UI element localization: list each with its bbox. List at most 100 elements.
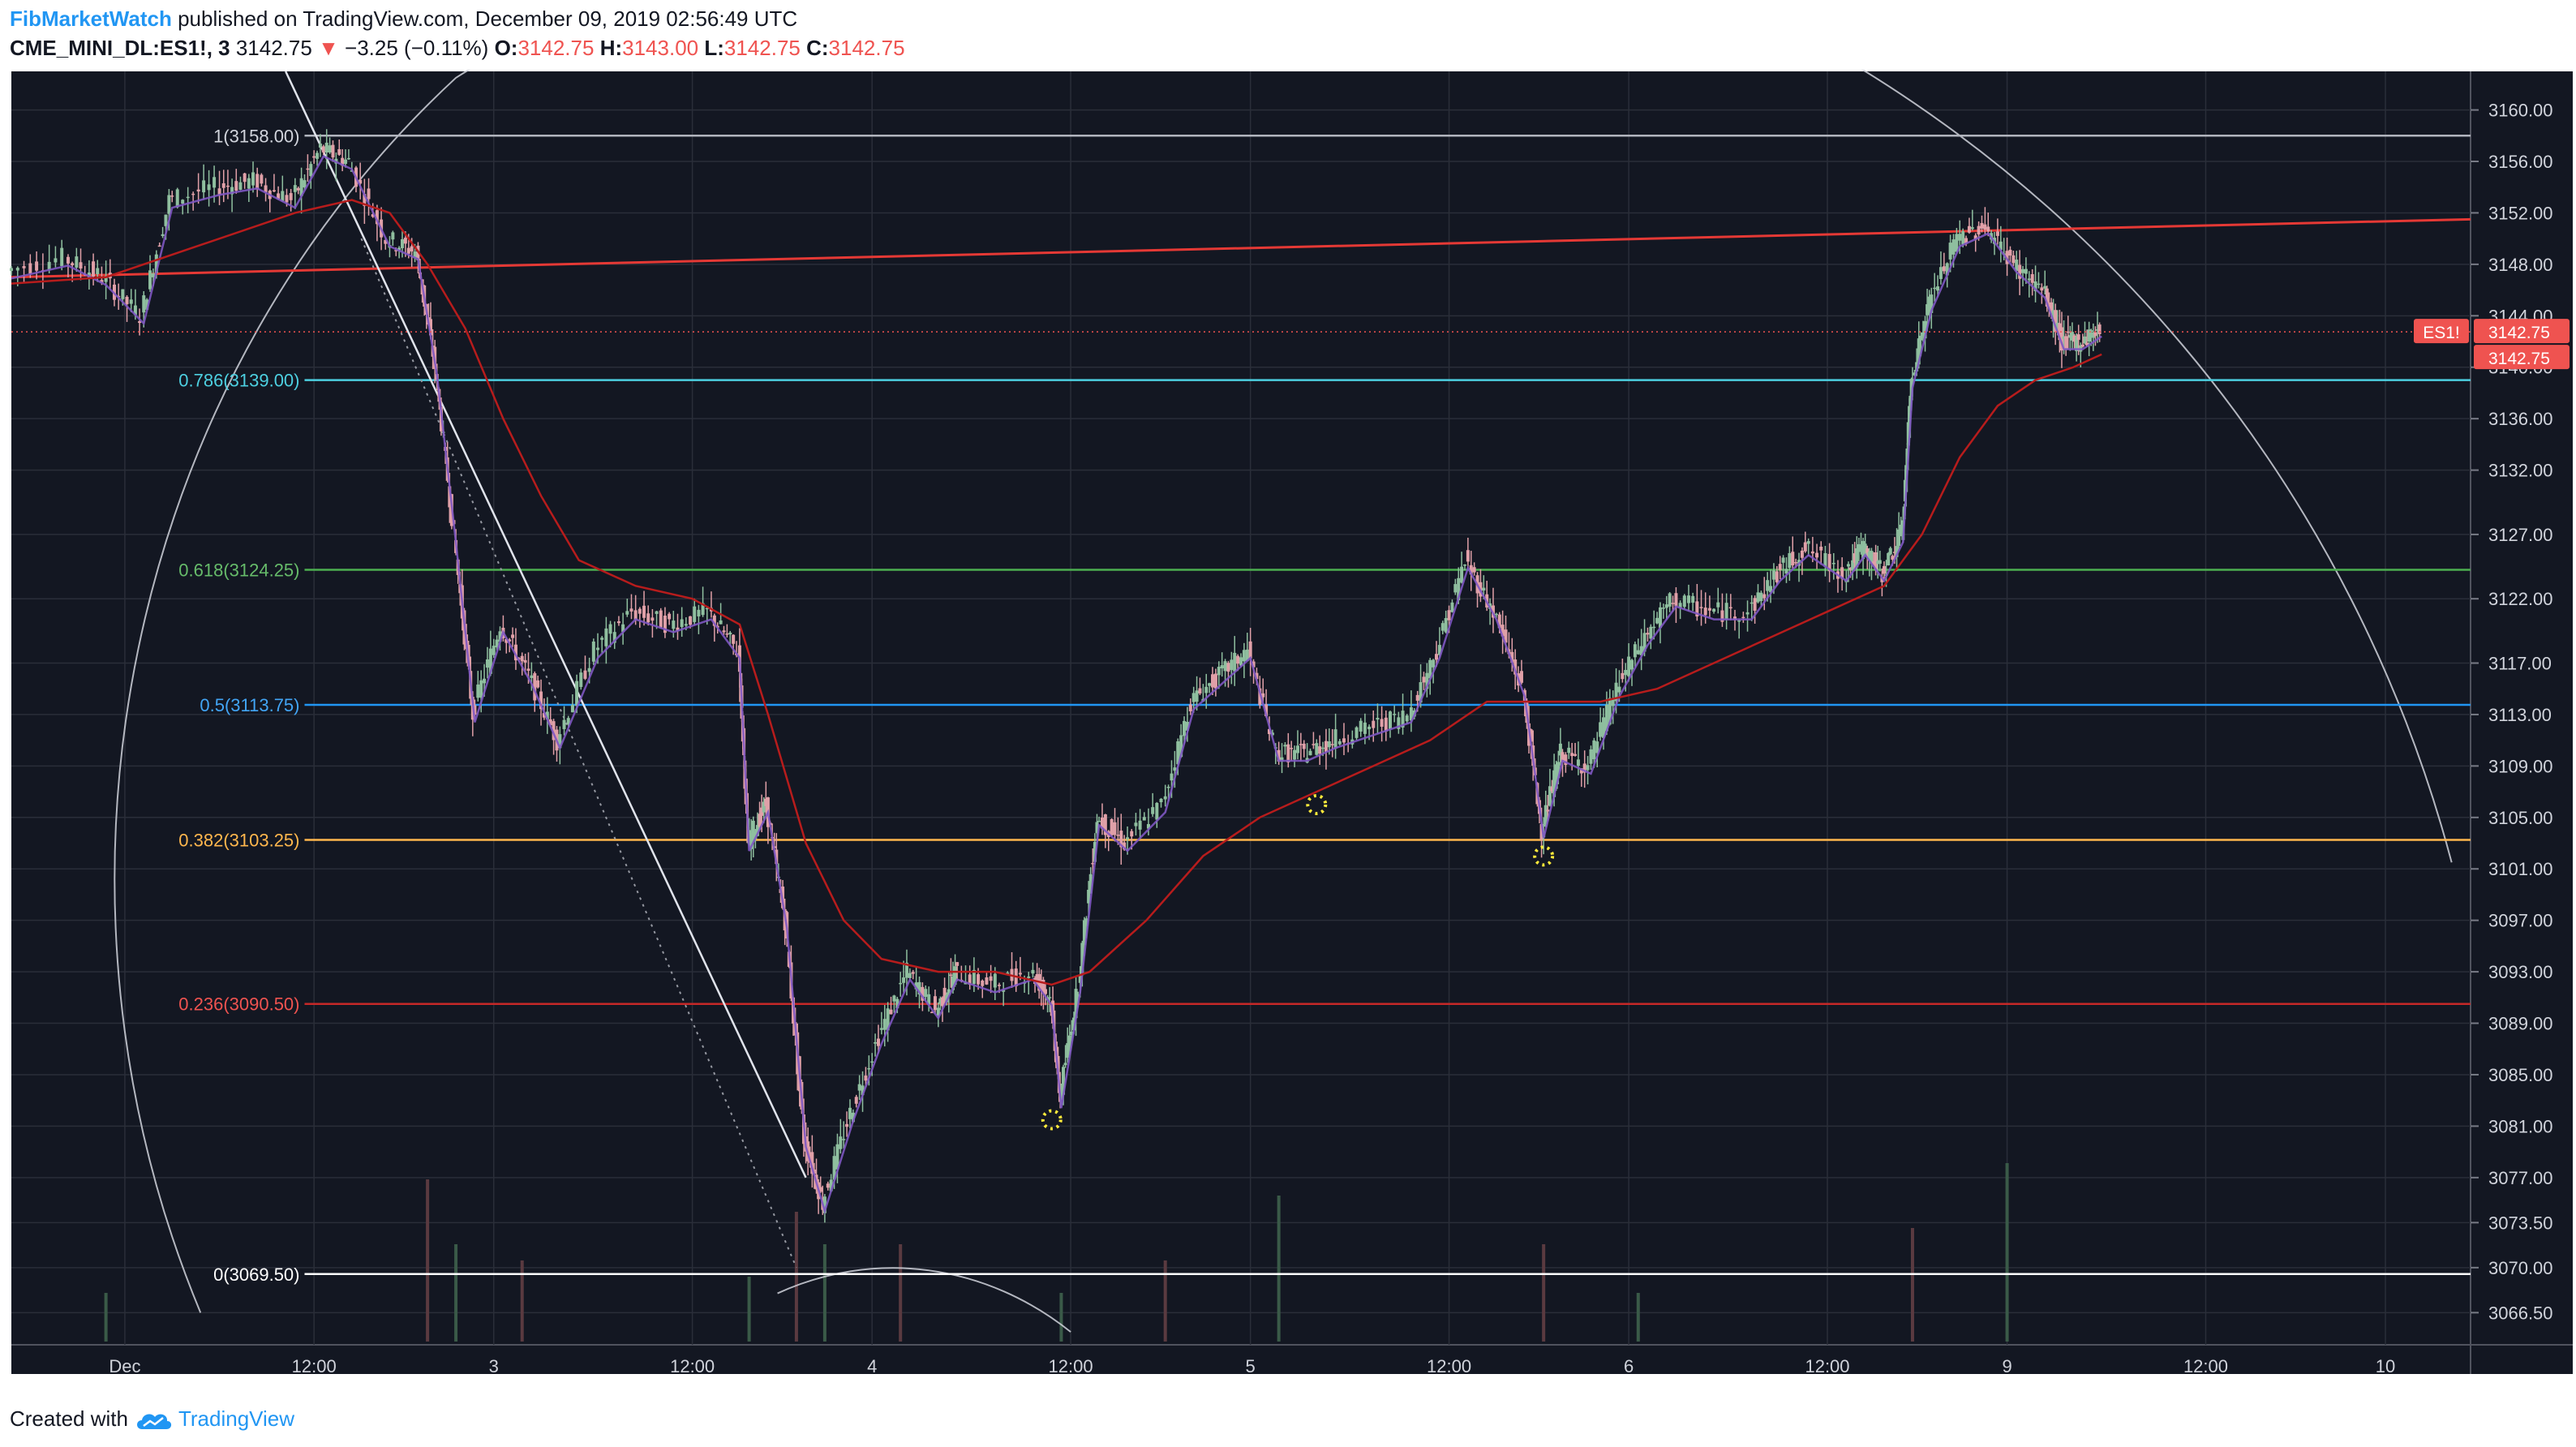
candle-body (1810, 551, 1814, 554)
candle-body (566, 718, 570, 725)
candle-body (1753, 598, 1757, 611)
candle-body (1088, 874, 1093, 894)
candle-body (1372, 720, 1376, 728)
candle-body (1166, 787, 1170, 788)
candle-body (1815, 552, 1819, 558)
candle-body (826, 1183, 830, 1188)
volume-bar (1163, 1260, 1167, 1342)
candle-body (972, 969, 976, 985)
candle-body (1252, 661, 1256, 668)
candle-body (1699, 607, 1703, 608)
candle-body (2051, 310, 2055, 322)
candle-body (1888, 547, 1892, 555)
candle-body (1191, 693, 1196, 702)
candle-body (299, 178, 303, 196)
candle-body (1567, 747, 1571, 754)
candle-body (1865, 548, 1870, 553)
candle-body (1608, 698, 1612, 725)
candle-body (629, 608, 633, 612)
candle-body (1286, 744, 1290, 762)
trend-line (11, 217, 2471, 279)
author-link[interactable]: FibMarketWatch (10, 6, 172, 31)
candle-body (129, 299, 133, 304)
candle-body (28, 263, 32, 274)
close-label: C: (806, 36, 829, 60)
price-chart[interactable]: 3160.003156.003152.003148.003144.003140.… (0, 0, 2576, 1387)
candle-body (1155, 802, 1159, 820)
candle-body (133, 305, 137, 316)
candle-body (2047, 304, 2051, 308)
candle-body (1233, 652, 1237, 672)
candle-body (1119, 831, 1123, 848)
candle-body (832, 1156, 836, 1180)
candle-body (1245, 649, 1249, 662)
candle-body (650, 617, 655, 621)
candle-body (1226, 663, 1230, 672)
candle-body (511, 634, 515, 638)
candle-body (1204, 686, 1209, 693)
candle-body (1067, 1035, 1071, 1052)
candle-body (655, 611, 659, 614)
candle-body (1927, 296, 1931, 313)
candle-body (495, 639, 499, 648)
tradingview-brand-link[interactable]: TradingView (178, 1406, 295, 1431)
candle-body (1958, 234, 1962, 241)
candle-body (908, 973, 912, 978)
candle-body (1661, 608, 1665, 609)
candle-body (1497, 614, 1501, 629)
candle-body (1179, 735, 1183, 758)
candle-body (1652, 626, 1656, 629)
candle-body (1388, 711, 1392, 729)
candle-body (1621, 672, 1625, 680)
candle-body (234, 181, 238, 191)
candle-body (1682, 595, 1686, 608)
candle-body (238, 182, 243, 190)
candle-body (1999, 241, 2003, 251)
candle-body (1649, 626, 1653, 639)
candle-body (835, 1144, 839, 1170)
marker-icon (1306, 793, 1328, 815)
candle-body (851, 1112, 855, 1123)
candle-body (1945, 263, 1949, 276)
fib-level-label: 0(3069.50) (213, 1265, 299, 1285)
candle-body (1333, 729, 1337, 749)
candle-body (663, 615, 667, 633)
candle-body (1703, 608, 1707, 616)
time-tick-label: 12:00 (1805, 1356, 1849, 1376)
candle-body (1671, 603, 1675, 604)
candle-body (612, 632, 616, 643)
candle-body (1678, 603, 1682, 608)
candle-body (1848, 567, 1853, 570)
candle-body (1337, 741, 1342, 745)
candle-body (1823, 552, 1827, 567)
candle-body (1084, 918, 1088, 926)
candle-body (35, 261, 39, 271)
candle-body (1791, 552, 1795, 566)
chart-area[interactable]: 3160.003156.003152.003148.003144.003140.… (0, 0, 2576, 1387)
candle-body (71, 263, 75, 266)
candle-body (616, 621, 620, 624)
candle-body (161, 234, 165, 237)
candle-body (1948, 243, 1952, 260)
candle-body (1415, 694, 1419, 701)
low-value: 3142.75 (723, 36, 801, 60)
candle-body (1614, 682, 1618, 702)
candle-body (2089, 330, 2093, 333)
price-tick-label: 3089.00 (2488, 1014, 2553, 1034)
candle-body (344, 159, 348, 165)
candle-body (1936, 286, 1940, 291)
candle-body (1861, 541, 1865, 560)
candle-body (818, 1187, 822, 1192)
candle-body (498, 631, 502, 642)
footer: Created with TradingView (0, 1387, 2576, 1447)
candle-body (476, 684, 480, 698)
candle-body (1277, 749, 1281, 762)
candle-body (1437, 645, 1441, 655)
candle-body (1942, 266, 1946, 272)
candle-body (142, 295, 146, 313)
candle-body (1384, 717, 1388, 732)
candle-body (1908, 396, 1913, 410)
candle-body (272, 190, 276, 191)
candle-body (1056, 1055, 1060, 1069)
candle-body (870, 1061, 874, 1063)
